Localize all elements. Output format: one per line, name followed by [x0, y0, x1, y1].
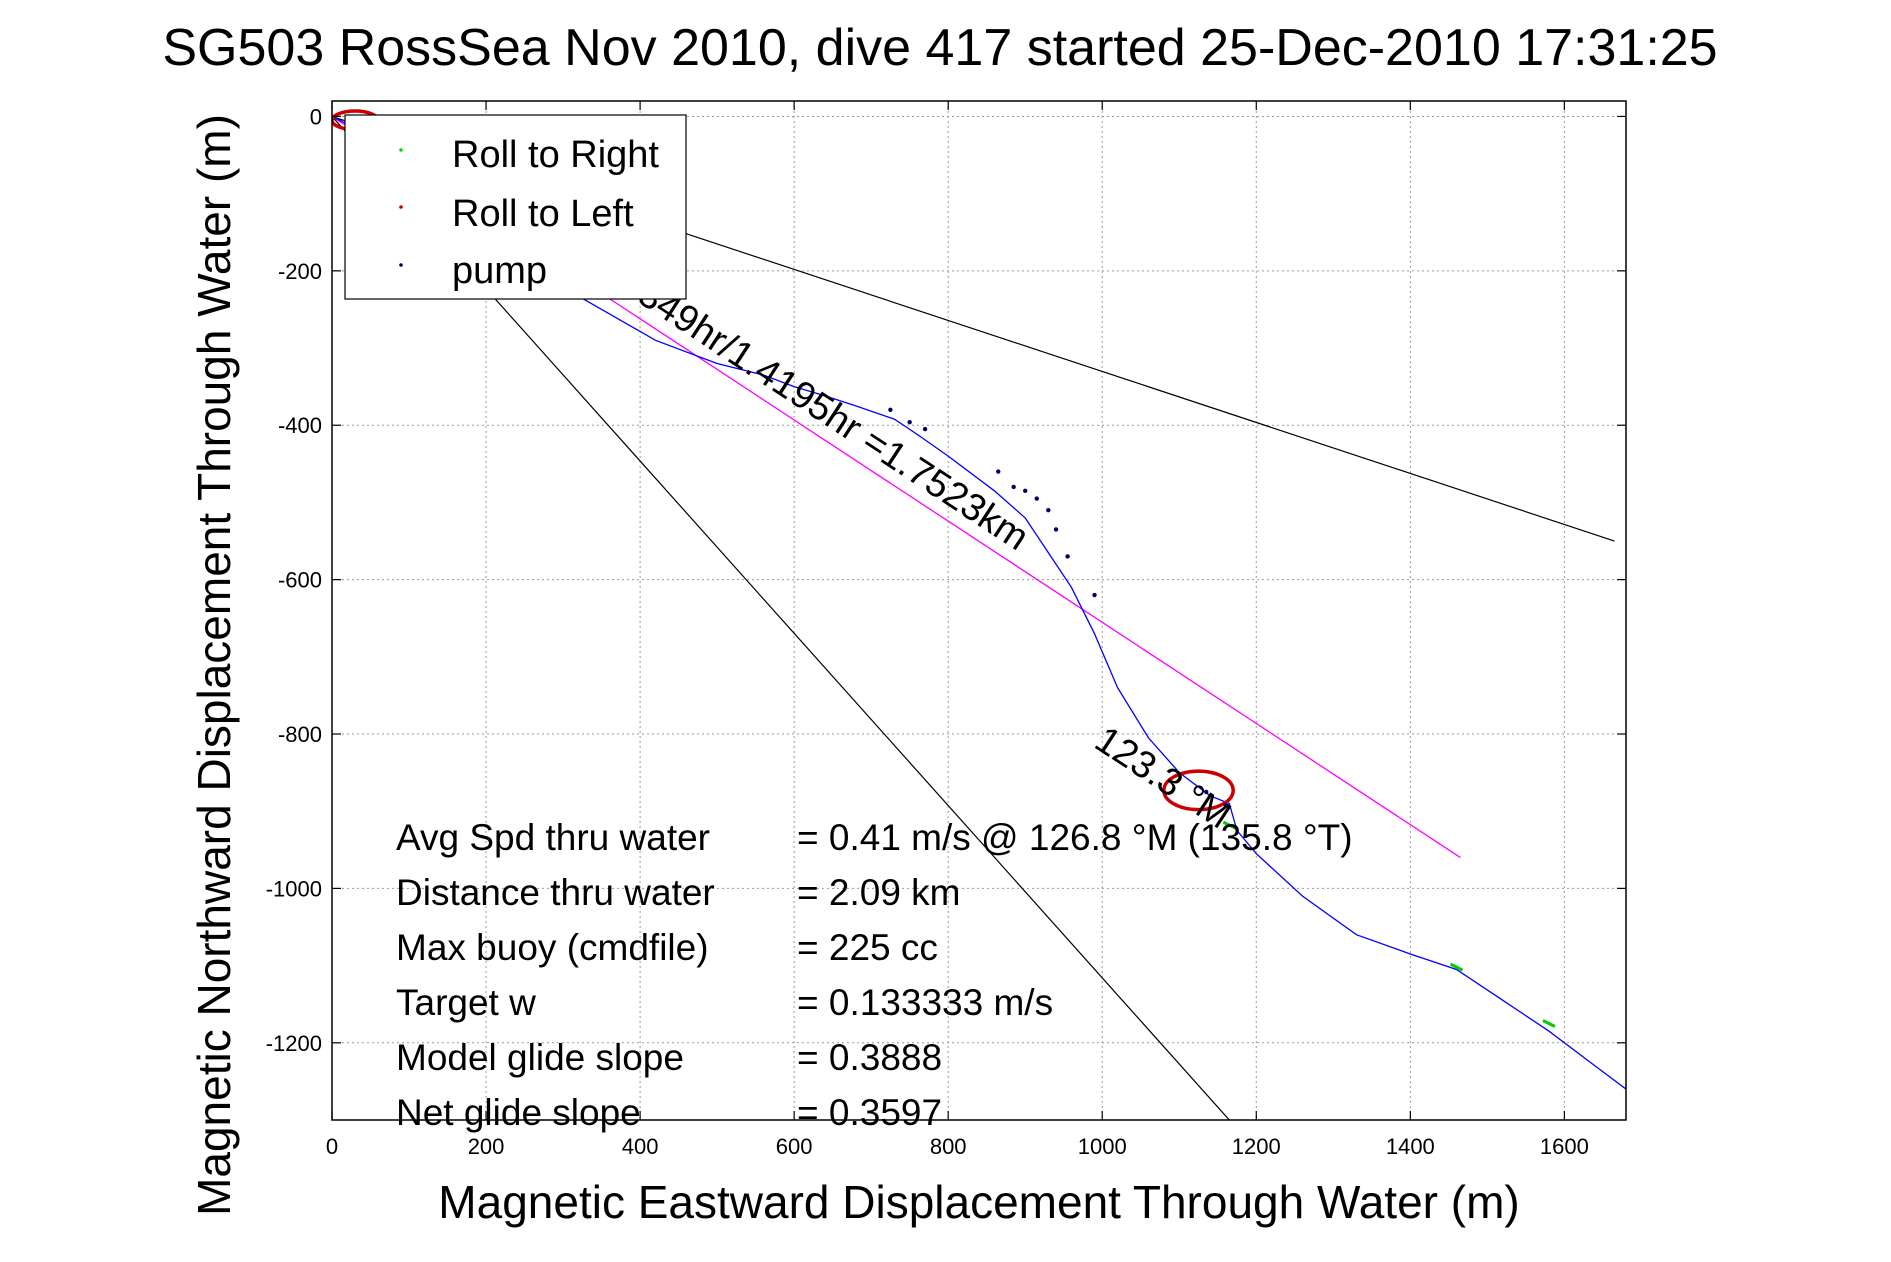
stat-value: = 0.3888 — [797, 1037, 942, 1078]
stat-value: = 0.41 m/s @ 126.8 °M (135.8 °T) — [797, 817, 1353, 858]
roll-right-point — [1542, 1019, 1556, 1028]
x-tick-label: 400 — [622, 1134, 659, 1159]
y-tick-label: -1200 — [266, 1031, 322, 1056]
legend-marker-roll-right — [399, 148, 403, 152]
stat-label: Target w — [396, 982, 536, 1023]
dive-track-line — [332, 115, 1626, 1090]
legend-label-pump: pump — [452, 250, 547, 292]
x-tick-label: 1400 — [1386, 1134, 1435, 1159]
stat-value: = 225 cc — [797, 927, 938, 968]
legend-marker-pump — [399, 263, 403, 267]
pump-point — [1034, 496, 1039, 501]
stat-label: Max buoy (cmdfile) — [396, 927, 709, 968]
y-tick-label: -1000 — [266, 876, 322, 901]
y-tick-label: -200 — [278, 259, 322, 284]
x-tick-label: 0 — [326, 1134, 338, 1159]
x-tick-label: 1200 — [1232, 1134, 1281, 1159]
pump-point — [922, 426, 928, 432]
pump-point — [1053, 527, 1059, 532]
pump-point — [1046, 507, 1051, 513]
legend-label-roll-left: Roll to Left — [452, 193, 634, 235]
axis-ticks: 0 200 400 600 800 1000 1200 1400 1600 0 -200 -400 -6… — [266, 101, 1626, 1159]
pump-point — [1065, 554, 1070, 559]
pump-point — [1023, 488, 1028, 494]
y-tick-label: -800 — [278, 722, 322, 747]
pump-point — [907, 419, 912, 425]
x-tick-label: 800 — [930, 1134, 967, 1159]
x-tick-label: 1000 — [1078, 1134, 1127, 1159]
x-tick-label: 1600 — [1540, 1134, 1589, 1159]
axes-frame — [331, 100, 1627, 1121]
x-axis-label: Magnetic Eastward Displacement Through W… — [438, 1176, 1519, 1228]
y-tick-label: -400 — [278, 413, 322, 438]
y-tick-label: 0 — [310, 104, 322, 129]
chart-title: SG503 RossSea Nov 2010, dive 417 started… — [162, 19, 1717, 77]
stat-value: = 2.09 km — [797, 872, 961, 913]
pump-point — [1223, 802, 1228, 808]
roll-right-point — [1222, 820, 1236, 830]
legend-marker-roll-left — [399, 205, 403, 209]
x-tick-label: 600 — [776, 1134, 813, 1159]
stat-label: Distance thru water — [396, 872, 715, 913]
legend: Roll to Right Roll to Left pump — [344, 114, 687, 300]
end-roll-loop — [1162, 769, 1235, 812]
x-tick-label: 200 — [468, 1134, 505, 1159]
stat-value: = 0.133333 m/s — [797, 982, 1053, 1023]
legend-label-roll-right: Roll to Right — [452, 134, 659, 176]
dive-statistics: Avg Spd thru water = 0.41 m/s @ 126.8 °M … — [396, 817, 1353, 1133]
stat-value: = 0.3597 — [797, 1092, 942, 1133]
y-tick-label: -600 — [278, 568, 322, 593]
pump-point — [1204, 789, 1209, 795]
stat-label: Model glide slope — [396, 1037, 684, 1078]
stat-label: Avg Spd thru water — [396, 817, 710, 858]
pump-point — [996, 469, 1001, 474]
stat-label: Net glide slope — [396, 1092, 641, 1133]
roll-right-point — [1449, 962, 1464, 972]
pump-point — [1092, 592, 1097, 598]
y-axis-label: Magnetic Northward Displacement Through … — [188, 114, 240, 1216]
pump-point — [888, 407, 893, 412]
pump-point — [1011, 484, 1016, 490]
